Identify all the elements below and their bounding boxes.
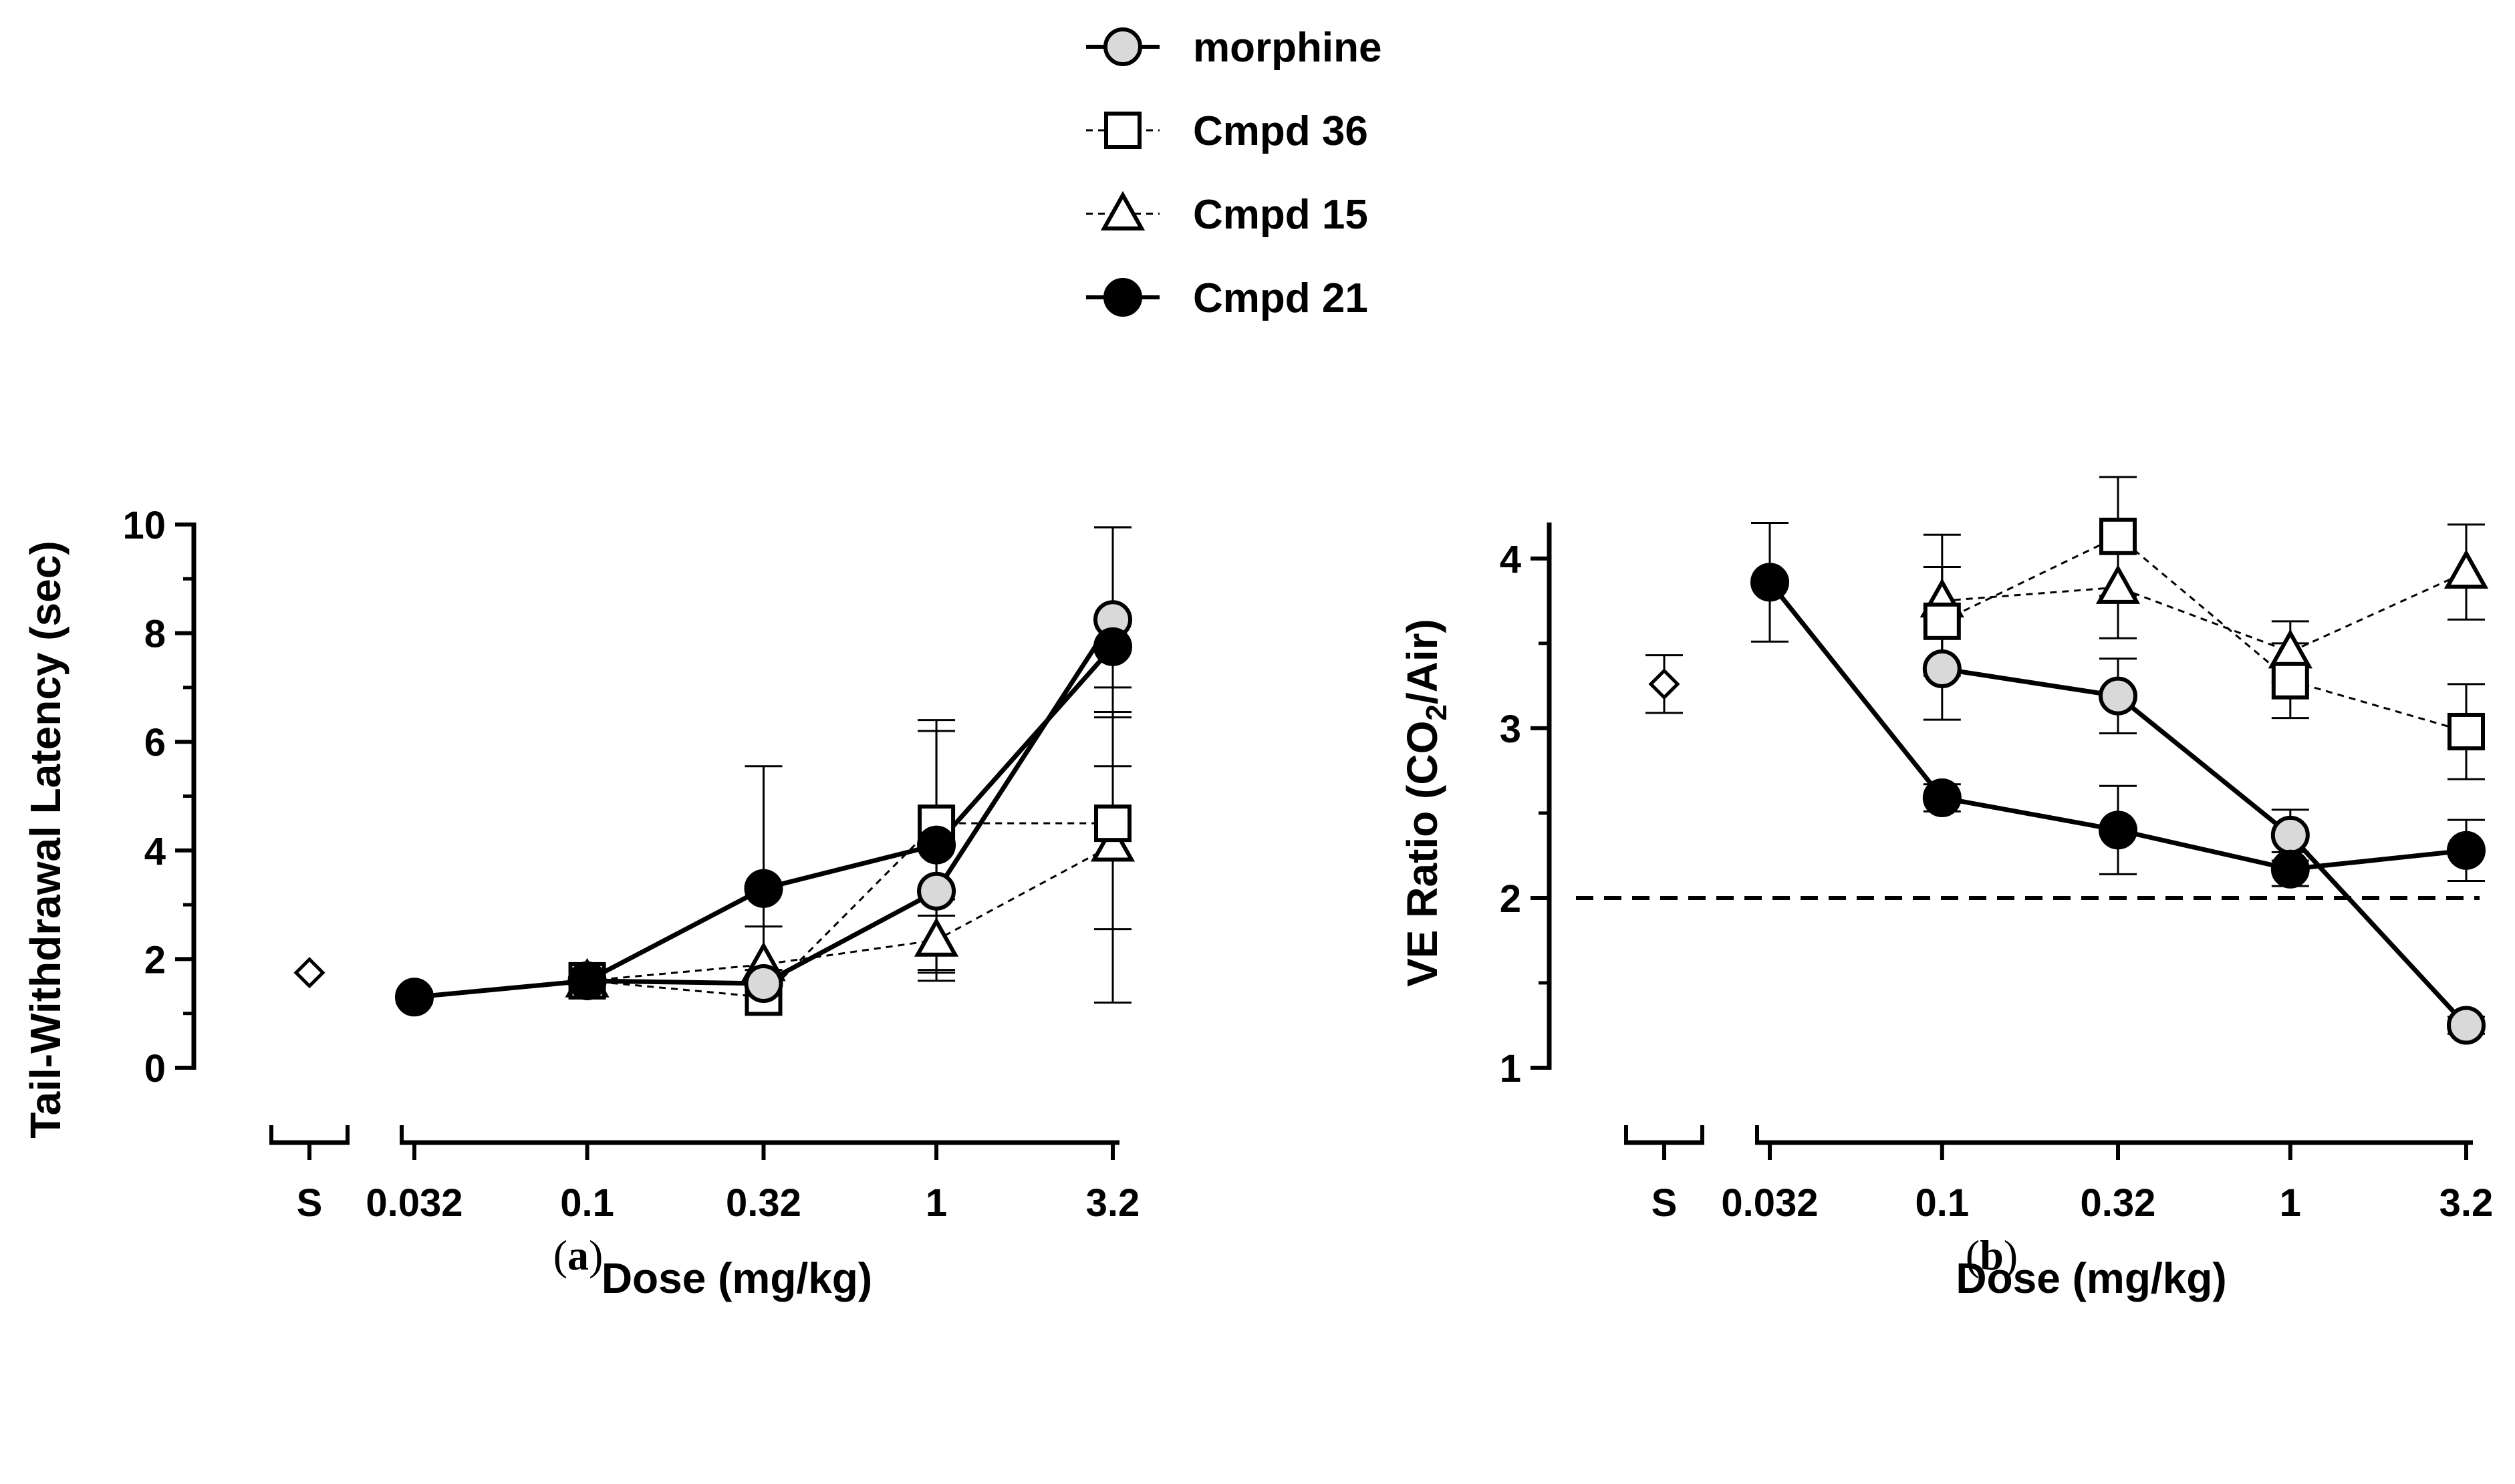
- legend-label-morphine: morphine: [1193, 25, 1381, 71]
- panel-b-point-cmpd15: [2443, 549, 2489, 589]
- panel-a-point-cmpd36: [1094, 804, 1132, 843]
- panel-b-x-tick-label: 0.32: [2081, 1181, 2156, 1225]
- panel-b-point-cmpd36: [1923, 602, 1961, 640]
- panel-b-point-cmpd36: [2447, 712, 2485, 750]
- panel-b-x-tick-label: S: [1651, 1181, 1678, 1225]
- panel-a-y-tick-label: 4: [144, 830, 166, 873]
- panel-a-y-tick-label: 10: [122, 504, 166, 547]
- panel-b-panel-label-paren: (: [1966, 1231, 1980, 1279]
- panel-a-point-morphine: [744, 963, 783, 1003]
- panel-b-point-morphine: [2270, 815, 2310, 855]
- panel-b-point-morphine: [2099, 676, 2137, 716]
- panel-a-tail-withdrawal-chart: 0 2 4 6 8 10 S 0.032 0.1 0.32 1 3.2 Dose (mg/kg) Tail…: [21, 504, 1140, 1302]
- panel-b-x-tick-label: 1: [2280, 1181, 2301, 1225]
- panel-b-x-tick-label: 3.2: [2439, 1181, 2494, 1225]
- panel-a-point-cmpd21: [395, 978, 434, 1017]
- panel-b-y-tick-label: 4: [1500, 538, 1521, 581]
- panel-a-y-tick-label: 8: [144, 613, 166, 656]
- panel-b-y-axis-label-subscript: 2: [1420, 704, 1453, 720]
- panel-a-y-tick-label: 6: [144, 721, 166, 764]
- panel-b-y-tick-label: 2: [1500, 877, 1521, 921]
- legend-label-cmpd36: Cmpd 36: [1193, 108, 1368, 154]
- panel-a-point-cmpd15: [914, 917, 959, 957]
- panel-b-point-morphine: [2447, 1006, 2486, 1045]
- panel-a-x-axis-label: Dose (mg/kg): [602, 1254, 872, 1302]
- panel-a-x-tick-label: 0.032: [366, 1181, 462, 1225]
- panel-b-point-cmpd15: [2268, 629, 2312, 669]
- panel-b-point-cmpd15: [2095, 564, 2141, 604]
- panel-b-point-cmpd21: [1750, 563, 1789, 602]
- panel-a-point-cmpd21: [1093, 627, 1132, 666]
- panel-a-point-morphine: [917, 871, 956, 911]
- panel-b-x-tick-label: 0.032: [1721, 1181, 1818, 1225]
- legend-marker-cmpd21: [1103, 278, 1142, 317]
- panel-a-panel-label: (a): [553, 1231, 604, 1279]
- legend: morphine Cmpd 36 Cmpd 15 Cmpd 21: [1086, 25, 1381, 321]
- legend-marker-cmpd36: [1104, 112, 1142, 149]
- panel-a-x-tick-label: 1: [926, 1181, 947, 1225]
- panel-a-point-cmpd21: [917, 825, 956, 865]
- panel-b-panel-label-letter: b: [1980, 1231, 2004, 1279]
- panel-b-panel-label: (b): [1966, 1231, 2018, 1279]
- panel-a-y-tick-label: 2: [144, 938, 166, 982]
- panel-a-series-line-cmpd15: [587, 844, 1113, 982]
- panel-a-series-line-cmpd36: [587, 822, 1113, 998]
- legend-marker-cmpd15: [1100, 190, 1146, 231]
- panel-b-point-cmpd36: [2099, 517, 2137, 555]
- panel-a-point-cmpd21: [567, 961, 607, 1000]
- panel-a-panel-label-paren: ): [589, 1231, 603, 1279]
- panel-b-y-axis-label: VE Ratio (CO2/Air): [1398, 619, 1453, 987]
- panel-a-panel-label-paren: (: [553, 1231, 567, 1279]
- legend-label-cmpd15: Cmpd 15: [1193, 192, 1368, 238]
- panel-b-series-line-cmpd36: [1942, 535, 2467, 733]
- panel-a-y-axis-label: Tail-Withdrawal Latency (sec): [21, 541, 70, 1138]
- panel-b-y-axis-label-part: VE Ratio (CO: [1398, 721, 1446, 987]
- panel-a-panel-label-letter: a: [567, 1231, 589, 1279]
- panel-b-y-tick-label: 1: [1500, 1047, 1521, 1090]
- panel-b-y-axis-label-part: /Air): [1398, 619, 1446, 704]
- legend-label-cmpd21: Cmpd 21: [1193, 275, 1368, 321]
- legend-marker-morphine: [1103, 27, 1142, 66]
- panel-b-panel-label-paren: ): [2004, 1231, 2018, 1279]
- panel-b-point-cmpd21: [2447, 831, 2486, 870]
- panel-b-point-cmpd21: [2099, 810, 2137, 850]
- panel-a-y-tick-label: 0: [144, 1047, 166, 1090]
- panel-a-series-line-morphine: [587, 618, 1115, 986]
- panel-a-point-cmpd21: [744, 869, 783, 908]
- panel-b-point-cmpd21: [2270, 849, 2310, 889]
- panel-a-x-tick-label: 0.32: [726, 1181, 801, 1225]
- panel-b-saline-marker: [1648, 668, 1680, 700]
- panel-b-series-line-cmpd15: [1942, 571, 2467, 653]
- panel-a-x-tick-label: 0.1: [560, 1181, 614, 1225]
- panel-b-series-line-morphine: [1942, 666, 2468, 1027]
- panel-b-ve-ratio-chart: 1 2 3 4 S 0.032 0.1 0.32 1 3.2 Dose (mg/kg) VE Rati…: [1398, 476, 2494, 1302]
- panel-a-x-tick-label: 3.2: [1086, 1181, 1140, 1225]
- panel-b-x-axis-label: Dose (mg/kg): [1956, 1254, 2226, 1302]
- panel-b-point-cmpd21: [1922, 778, 1962, 818]
- panel-b-point-cmpd36: [2271, 661, 2309, 700]
- panel-b-y-tick-label: 3: [1500, 708, 1521, 751]
- panel-a-saline-marker: [293, 957, 325, 989]
- panel-a-x-tick-label: S: [297, 1181, 323, 1225]
- panel-b-x-tick-label: 0.1: [1915, 1181, 1969, 1225]
- panel-b-point-morphine: [1922, 649, 1962, 688]
- panel-a-point-cmpd15: [1090, 822, 1136, 862]
